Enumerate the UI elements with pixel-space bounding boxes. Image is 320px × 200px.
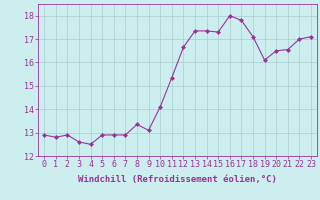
X-axis label: Windchill (Refroidissement éolien,°C): Windchill (Refroidissement éolien,°C) — [78, 175, 277, 184]
